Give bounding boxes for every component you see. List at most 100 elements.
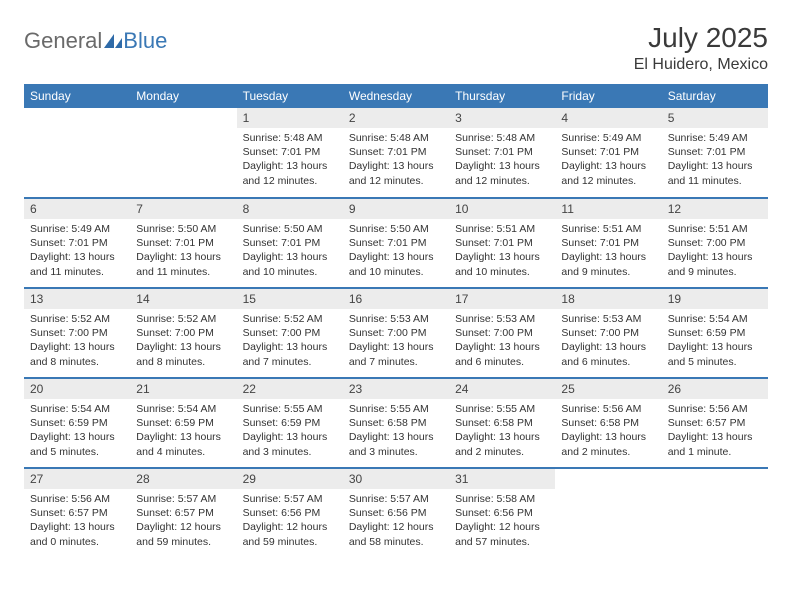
day-details: Sunrise: 5:57 AMSunset: 6:57 PMDaylight:…: [130, 489, 236, 553]
weekday-header-row: Sunday Monday Tuesday Wednesday Thursday…: [24, 84, 768, 108]
day-details: Sunrise: 5:53 AMSunset: 7:00 PMDaylight:…: [449, 309, 555, 373]
calendar-cell: 27Sunrise: 5:56 AMSunset: 6:57 PMDayligh…: [24, 468, 130, 558]
brand-logo: General Blue: [24, 22, 167, 54]
day-number: 26: [662, 379, 768, 399]
day-number: 25: [555, 379, 661, 399]
calendar-cell: 21Sunrise: 5:54 AMSunset: 6:59 PMDayligh…: [130, 378, 236, 468]
day-number: 11: [555, 199, 661, 219]
day-details: Sunrise: 5:55 AMSunset: 6:59 PMDaylight:…: [237, 399, 343, 463]
day-number: 3: [449, 108, 555, 128]
day-number: 4: [555, 108, 661, 128]
calendar-cell: 10Sunrise: 5:51 AMSunset: 7:01 PMDayligh…: [449, 198, 555, 288]
day-number: [130, 108, 236, 128]
calendar-cell: 22Sunrise: 5:55 AMSunset: 6:59 PMDayligh…: [237, 378, 343, 468]
day-number: 19: [662, 289, 768, 309]
day-number: 30: [343, 469, 449, 489]
day-number: 10: [449, 199, 555, 219]
calendar-cell: 2Sunrise: 5:48 AMSunset: 7:01 PMDaylight…: [343, 108, 449, 198]
day-details: Sunrise: 5:57 AMSunset: 6:56 PMDaylight:…: [237, 489, 343, 553]
sail-icon: [104, 28, 122, 42]
month-title: July 2025: [634, 22, 768, 54]
day-details: Sunrise: 5:55 AMSunset: 6:58 PMDaylight:…: [343, 399, 449, 463]
day-details: Sunrise: 5:51 AMSunset: 7:01 PMDaylight:…: [555, 219, 661, 283]
calendar-cell: 9Sunrise: 5:50 AMSunset: 7:01 PMDaylight…: [343, 198, 449, 288]
weekday-header: Monday: [130, 84, 236, 108]
calendar-row: 27Sunrise: 5:56 AMSunset: 6:57 PMDayligh…: [24, 468, 768, 558]
day-number: 12: [662, 199, 768, 219]
calendar-cell: 26Sunrise: 5:56 AMSunset: 6:57 PMDayligh…: [662, 378, 768, 468]
page-header: General Blue July 2025 El Huidero, Mexic…: [24, 22, 768, 74]
day-number: 8: [237, 199, 343, 219]
day-details: Sunrise: 5:49 AMSunset: 7:01 PMDaylight:…: [662, 128, 768, 192]
day-details: Sunrise: 5:48 AMSunset: 7:01 PMDaylight:…: [237, 128, 343, 192]
day-details: Sunrise: 5:50 AMSunset: 7:01 PMDaylight:…: [343, 219, 449, 283]
day-number: 5: [662, 108, 768, 128]
day-details: Sunrise: 5:57 AMSunset: 6:56 PMDaylight:…: [343, 489, 449, 553]
day-details: Sunrise: 5:51 AMSunset: 7:01 PMDaylight:…: [449, 219, 555, 283]
calendar-cell: 12Sunrise: 5:51 AMSunset: 7:00 PMDayligh…: [662, 198, 768, 288]
day-number: 22: [237, 379, 343, 399]
day-number: 15: [237, 289, 343, 309]
calendar-cell: 20Sunrise: 5:54 AMSunset: 6:59 PMDayligh…: [24, 378, 130, 468]
calendar-cell: 8Sunrise: 5:50 AMSunset: 7:01 PMDaylight…: [237, 198, 343, 288]
calendar-cell: 17Sunrise: 5:53 AMSunset: 7:00 PMDayligh…: [449, 288, 555, 378]
calendar-cell: 29Sunrise: 5:57 AMSunset: 6:56 PMDayligh…: [237, 468, 343, 558]
calendar-row: 1Sunrise: 5:48 AMSunset: 7:01 PMDaylight…: [24, 108, 768, 198]
day-number: 9: [343, 199, 449, 219]
day-number: 23: [343, 379, 449, 399]
day-details: Sunrise: 5:50 AMSunset: 7:01 PMDaylight:…: [237, 219, 343, 283]
calendar-cell: [662, 468, 768, 558]
day-number: [24, 108, 130, 128]
day-number: 28: [130, 469, 236, 489]
day-number: 18: [555, 289, 661, 309]
day-details: Sunrise: 5:54 AMSunset: 6:59 PMDaylight:…: [130, 399, 236, 463]
day-details: Sunrise: 5:48 AMSunset: 7:01 PMDaylight:…: [449, 128, 555, 192]
calendar-row: 6Sunrise: 5:49 AMSunset: 7:01 PMDaylight…: [24, 198, 768, 288]
day-number: [555, 469, 661, 489]
brand-part1: General: [24, 28, 102, 54]
day-number: 13: [24, 289, 130, 309]
day-number: 31: [449, 469, 555, 489]
weekday-header: Saturday: [662, 84, 768, 108]
day-number: 1: [237, 108, 343, 128]
day-number: 21: [130, 379, 236, 399]
day-number: 27: [24, 469, 130, 489]
day-details: Sunrise: 5:49 AMSunset: 7:01 PMDaylight:…: [24, 219, 130, 283]
day-number: 2: [343, 108, 449, 128]
day-number: 29: [237, 469, 343, 489]
calendar-cell: 4Sunrise: 5:49 AMSunset: 7:01 PMDaylight…: [555, 108, 661, 198]
calendar-cell: 25Sunrise: 5:56 AMSunset: 6:58 PMDayligh…: [555, 378, 661, 468]
calendar-table: Sunday Monday Tuesday Wednesday Thursday…: [24, 84, 768, 558]
day-details: Sunrise: 5:54 AMSunset: 6:59 PMDaylight:…: [662, 309, 768, 373]
calendar-cell: 5Sunrise: 5:49 AMSunset: 7:01 PMDaylight…: [662, 108, 768, 198]
day-details: Sunrise: 5:52 AMSunset: 7:00 PMDaylight:…: [130, 309, 236, 373]
calendar-cell: 14Sunrise: 5:52 AMSunset: 7:00 PMDayligh…: [130, 288, 236, 378]
title-block: July 2025 El Huidero, Mexico: [634, 22, 768, 74]
calendar-cell: 19Sunrise: 5:54 AMSunset: 6:59 PMDayligh…: [662, 288, 768, 378]
calendar-cell: 3Sunrise: 5:48 AMSunset: 7:01 PMDaylight…: [449, 108, 555, 198]
calendar-cell: 1Sunrise: 5:48 AMSunset: 7:01 PMDaylight…: [237, 108, 343, 198]
calendar-cell: 7Sunrise: 5:50 AMSunset: 7:01 PMDaylight…: [130, 198, 236, 288]
calendar-cell: [24, 108, 130, 198]
day-details: Sunrise: 5:55 AMSunset: 6:58 PMDaylight:…: [449, 399, 555, 463]
calendar-cell: 6Sunrise: 5:49 AMSunset: 7:01 PMDaylight…: [24, 198, 130, 288]
weekday-header: Wednesday: [343, 84, 449, 108]
calendar-cell: 16Sunrise: 5:53 AMSunset: 7:00 PMDayligh…: [343, 288, 449, 378]
day-details: Sunrise: 5:51 AMSunset: 7:00 PMDaylight:…: [662, 219, 768, 283]
weekday-header: Friday: [555, 84, 661, 108]
day-details: Sunrise: 5:50 AMSunset: 7:01 PMDaylight:…: [130, 219, 236, 283]
day-number: 20: [24, 379, 130, 399]
day-details: Sunrise: 5:53 AMSunset: 7:00 PMDaylight:…: [555, 309, 661, 373]
day-details: Sunrise: 5:56 AMSunset: 6:58 PMDaylight:…: [555, 399, 661, 463]
day-number: 24: [449, 379, 555, 399]
calendar-page: General Blue July 2025 El Huidero, Mexic…: [0, 0, 792, 558]
day-details: Sunrise: 5:56 AMSunset: 6:57 PMDaylight:…: [662, 399, 768, 463]
day-details: Sunrise: 5:53 AMSunset: 7:00 PMDaylight:…: [343, 309, 449, 373]
weekday-header: Sunday: [24, 84, 130, 108]
calendar-cell: 30Sunrise: 5:57 AMSunset: 6:56 PMDayligh…: [343, 468, 449, 558]
calendar-cell: 24Sunrise: 5:55 AMSunset: 6:58 PMDayligh…: [449, 378, 555, 468]
day-number: [662, 469, 768, 489]
day-details: Sunrise: 5:49 AMSunset: 7:01 PMDaylight:…: [555, 128, 661, 192]
day-details: Sunrise: 5:52 AMSunset: 7:00 PMDaylight:…: [237, 309, 343, 373]
brand-part2: Blue: [123, 28, 167, 54]
